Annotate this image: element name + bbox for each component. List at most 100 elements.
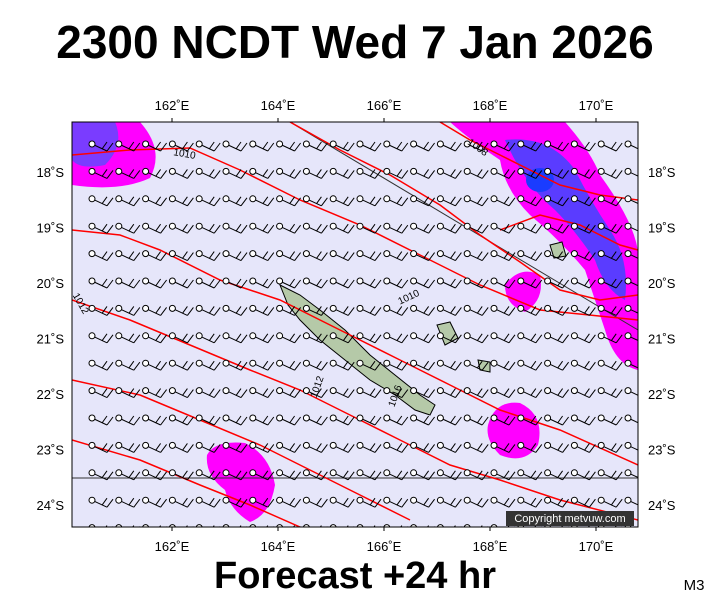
barb-station	[597, 414, 605, 422]
lon-label: 164˚E	[261, 539, 296, 554]
barb-flag	[181, 497, 188, 506]
barb-flag	[267, 334, 275, 344]
barb-flag	[294, 170, 302, 179]
barb-station	[222, 496, 230, 504]
barb-station	[88, 414, 96, 422]
barb-flag	[530, 306, 537, 314]
barb-flag	[454, 498, 462, 508]
barb-flag	[583, 470, 590, 479]
barb-flag	[240, 142, 248, 152]
barb-station	[463, 496, 471, 504]
barb-station	[383, 332, 391, 340]
barb-flag	[155, 306, 162, 314]
barb-flag	[320, 224, 328, 234]
barb-flag	[557, 415, 564, 424]
barb-station	[115, 140, 123, 148]
barb-station	[597, 469, 605, 477]
barb-flag	[428, 471, 436, 481]
barb-flag	[562, 444, 569, 453]
barb-flag	[615, 252, 623, 261]
barb-flag	[186, 498, 194, 508]
barb-flag	[535, 444, 543, 453]
barb-station	[276, 140, 284, 148]
barb-flag	[160, 142, 168, 152]
barb-flag	[396, 196, 403, 205]
barb-flag	[401, 498, 409, 508]
barb-station	[142, 250, 150, 258]
barb-flag	[589, 224, 596, 234]
barb-station	[356, 524, 364, 527]
barb-flag	[503, 443, 510, 451]
barb-flag	[615, 197, 623, 207]
barb-station	[249, 195, 257, 203]
barb-flag	[535, 224, 543, 234]
barb-flag	[583, 415, 590, 424]
barb-flag	[423, 306, 430, 314]
barb-flag	[374, 307, 382, 316]
barb-flag	[342, 360, 349, 369]
barb-flag	[428, 224, 436, 234]
barb-station	[195, 277, 203, 285]
barb-flag	[106, 224, 114, 234]
barb-station	[490, 195, 498, 203]
barb-flag	[208, 251, 215, 259]
barb-station	[222, 277, 230, 285]
barb-flag	[481, 224, 489, 234]
barb-station	[410, 140, 418, 148]
barb-station	[436, 387, 444, 395]
barb-flag	[610, 251, 617, 259]
barb-flag	[476, 470, 483, 479]
barb-station	[383, 140, 391, 148]
barb-flag	[240, 416, 248, 426]
barb-station	[436, 414, 444, 422]
island	[279, 283, 436, 416]
barb-flag	[401, 471, 409, 481]
barb-station	[115, 359, 123, 367]
barb-flag	[428, 307, 436, 316]
barb-flag	[535, 416, 543, 426]
barb-station	[490, 496, 498, 504]
barb-flag	[401, 444, 409, 453]
barb-station	[356, 441, 364, 449]
barb-flag	[503, 278, 510, 287]
barb-flag	[320, 444, 328, 453]
barb-flag	[562, 498, 569, 508]
barb-station	[222, 441, 230, 449]
barb-flag	[589, 444, 596, 453]
barb-station	[356, 195, 364, 203]
barb-flag	[589, 142, 596, 152]
barb-flag	[289, 196, 296, 205]
barb-flag	[342, 169, 349, 177]
barb-flag	[315, 360, 322, 369]
barb-flag	[133, 224, 141, 234]
lat-label: 20˚S	[648, 276, 676, 291]
barb-flag	[562, 170, 569, 179]
barb-flag	[481, 416, 489, 426]
barb-station	[544, 469, 552, 477]
barb-flag	[454, 334, 462, 344]
barb-station	[436, 222, 444, 230]
barb-flag	[449, 497, 456, 506]
copyright: Copyright metvuw.com	[514, 513, 625, 525]
barb-flag	[106, 142, 114, 152]
barb-station	[115, 195, 123, 203]
barb-station	[410, 387, 418, 395]
barb-flag	[213, 416, 221, 426]
barb-station	[463, 469, 471, 477]
barb-flag	[267, 389, 275, 398]
barb-station	[142, 222, 150, 230]
barb-station	[115, 332, 123, 340]
barb-station	[436, 359, 444, 367]
barb-flag	[320, 471, 328, 481]
map-code: M3	[684, 577, 705, 594]
barb-flag	[106, 361, 114, 371]
barb-flag	[503, 141, 510, 150]
barb-station	[222, 222, 230, 230]
barb-flag	[208, 415, 215, 424]
barb-flag	[106, 170, 114, 179]
barb-flag	[262, 141, 269, 150]
barb-flag	[535, 170, 543, 179]
barb-flag	[508, 361, 516, 371]
barb-flag	[128, 141, 135, 150]
barb-station	[329, 524, 337, 527]
